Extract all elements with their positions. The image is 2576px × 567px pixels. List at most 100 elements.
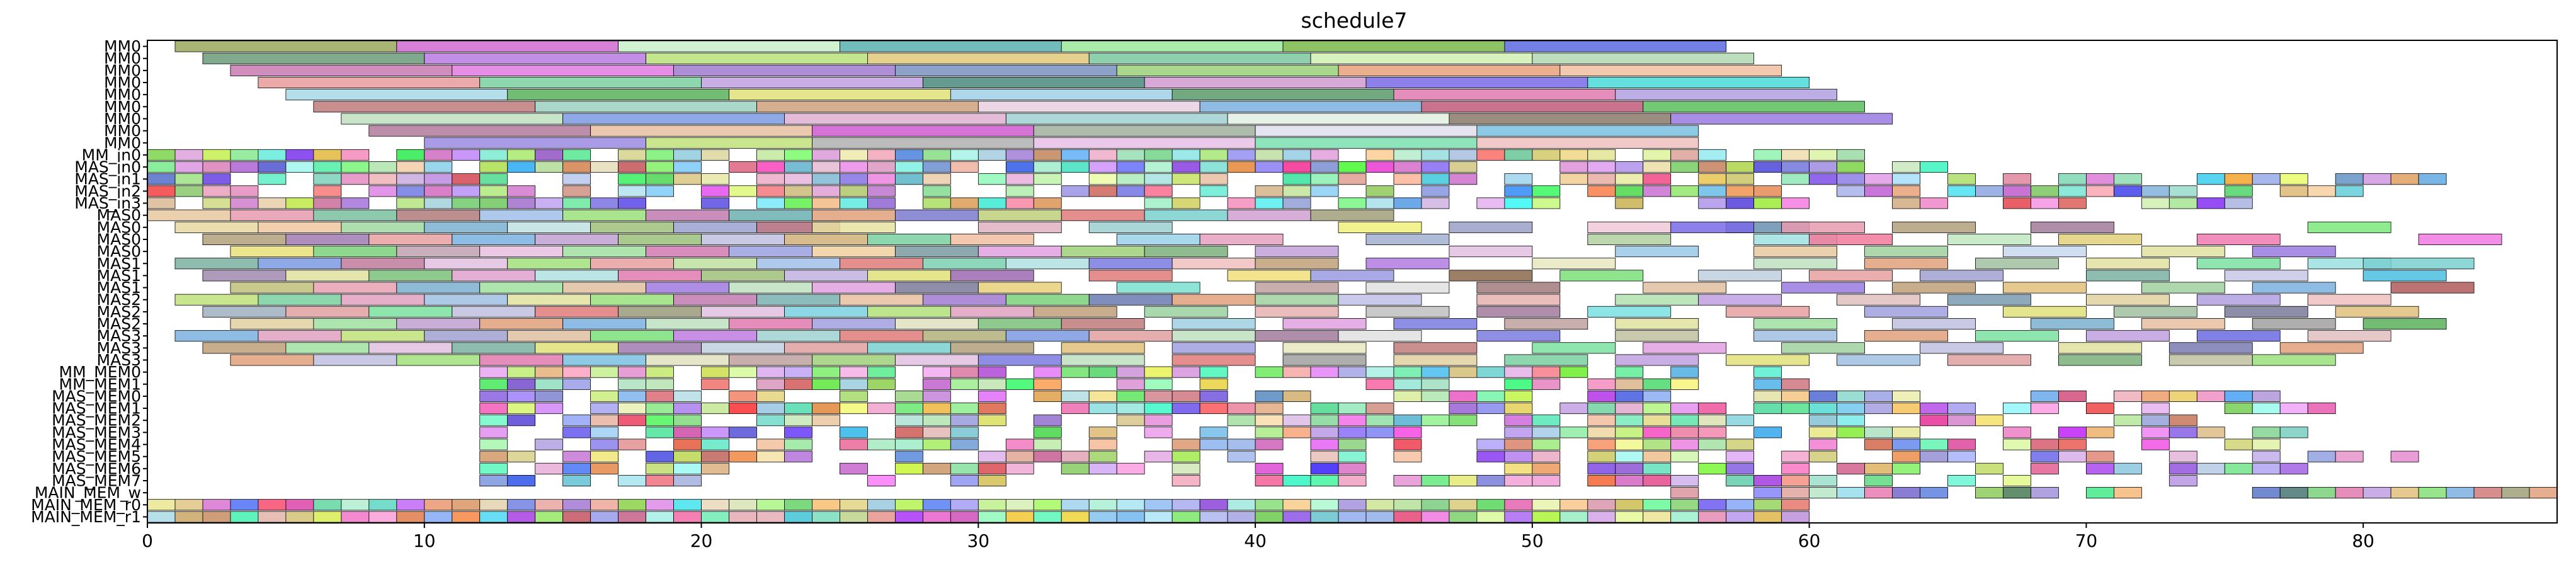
task-bar bbox=[1393, 89, 1616, 101]
task-bar bbox=[1920, 487, 1948, 499]
y-tick-label: MM0 bbox=[104, 37, 141, 55]
task-bar bbox=[1532, 499, 1561, 511]
x-axis-ticks: 0 10 20 30 40 50 60 70 80 bbox=[142, 523, 2374, 551]
task-bar bbox=[1587, 306, 1672, 318]
task-bar bbox=[1449, 499, 1478, 511]
task-bar bbox=[646, 390, 674, 402]
task-bar bbox=[2141, 427, 2170, 438]
task-bar bbox=[1227, 161, 1256, 173]
task-bar bbox=[1144, 149, 1173, 161]
task-bar bbox=[1753, 318, 1837, 330]
task-bar bbox=[2031, 318, 2114, 330]
task-bar bbox=[840, 161, 868, 173]
task-bar bbox=[424, 161, 453, 173]
task-bar bbox=[840, 390, 868, 402]
task-bar bbox=[452, 173, 481, 185]
task-bar bbox=[1504, 462, 1533, 474]
task-bar bbox=[479, 197, 508, 209]
task-bar bbox=[2362, 258, 2475, 270]
task-bar bbox=[479, 390, 508, 402]
task-bar bbox=[812, 366, 840, 378]
task-bar bbox=[313, 209, 397, 221]
task-bar bbox=[922, 197, 951, 209]
task-bar bbox=[1282, 197, 1311, 209]
task-bar bbox=[1421, 185, 1450, 197]
task-bar bbox=[1282, 366, 1311, 378]
task-bar bbox=[1615, 354, 1699, 366]
task-bar bbox=[1726, 511, 1755, 523]
task-bar bbox=[950, 511, 979, 523]
task-bar bbox=[1282, 354, 1367, 366]
task-bar bbox=[729, 450, 757, 462]
task-bar bbox=[174, 330, 259, 342]
task-bar bbox=[2362, 270, 2447, 282]
task-bar bbox=[1310, 149, 1339, 161]
task-bar bbox=[1116, 462, 1145, 474]
task-bar bbox=[1421, 378, 1450, 390]
task-bar bbox=[1393, 318, 1478, 330]
task-bar bbox=[1171, 258, 1256, 270]
task-bar bbox=[1809, 474, 1837, 486]
task-bar bbox=[784, 403, 812, 415]
task-bar bbox=[1365, 427, 1394, 438]
task-bar bbox=[424, 221, 508, 233]
task-bar bbox=[2279, 403, 2308, 415]
task-bar bbox=[230, 318, 314, 330]
task-bar bbox=[2252, 427, 2281, 438]
task-bar bbox=[1781, 149, 1810, 161]
task-bar bbox=[1643, 438, 1672, 450]
task-bar bbox=[2252, 462, 2281, 474]
task-bar bbox=[1061, 450, 1090, 462]
task-bar bbox=[756, 390, 785, 402]
task-bar bbox=[1365, 306, 1450, 318]
task-bar bbox=[1005, 330, 1090, 342]
task-bar bbox=[341, 197, 370, 209]
task-bar bbox=[1227, 450, 1256, 462]
task-bar bbox=[452, 185, 481, 197]
task-bar bbox=[1255, 161, 1284, 173]
task-bar bbox=[1920, 161, 1948, 173]
task-bar bbox=[701, 173, 729, 185]
task-bar bbox=[535, 511, 564, 523]
task-bar bbox=[230, 499, 259, 511]
task-bar bbox=[867, 499, 896, 511]
task-bar bbox=[867, 306, 951, 318]
task-bar bbox=[618, 40, 840, 52]
task-bar bbox=[1449, 390, 1478, 402]
task-bar bbox=[1061, 511, 1090, 523]
task-bar bbox=[174, 258, 259, 270]
task-bar bbox=[1892, 438, 1920, 450]
task-bar bbox=[1615, 415, 1644, 427]
task-bar bbox=[2224, 403, 2253, 415]
task-bar bbox=[840, 330, 923, 342]
task-bar bbox=[1809, 487, 1837, 499]
task-bar bbox=[1559, 427, 1588, 438]
task-bar bbox=[1892, 282, 1976, 294]
task-bar bbox=[230, 209, 314, 221]
task-bar bbox=[922, 415, 951, 427]
task-bar bbox=[2196, 173, 2225, 185]
task-bar bbox=[507, 474, 536, 486]
task-bar bbox=[174, 149, 203, 161]
task-bar bbox=[1171, 354, 1256, 366]
task-bar bbox=[1809, 173, 1837, 185]
task-bar bbox=[673, 330, 757, 342]
task-bar bbox=[452, 342, 536, 354]
task-bar bbox=[784, 450, 812, 462]
task-bar bbox=[618, 161, 646, 173]
task-bar bbox=[1615, 185, 1644, 197]
y-axis-ticks: MM0MM0MM0MM0MM0MM0MM0MM0MM0MM_in0MAS_in0… bbox=[31, 37, 147, 526]
task-bar bbox=[1338, 499, 1367, 511]
task-bar bbox=[1393, 450, 1422, 462]
task-bar bbox=[646, 499, 674, 511]
task-bar bbox=[950, 366, 979, 378]
task-bar bbox=[1892, 403, 1920, 415]
task-bar bbox=[618, 415, 646, 427]
task-bar bbox=[2390, 282, 2475, 294]
task-bar bbox=[646, 173, 674, 185]
task-bar bbox=[1393, 427, 1422, 438]
task-bar bbox=[701, 233, 785, 245]
task-bar bbox=[2085, 270, 2170, 282]
task-bar bbox=[618, 390, 646, 402]
task-bar bbox=[1171, 149, 1200, 161]
